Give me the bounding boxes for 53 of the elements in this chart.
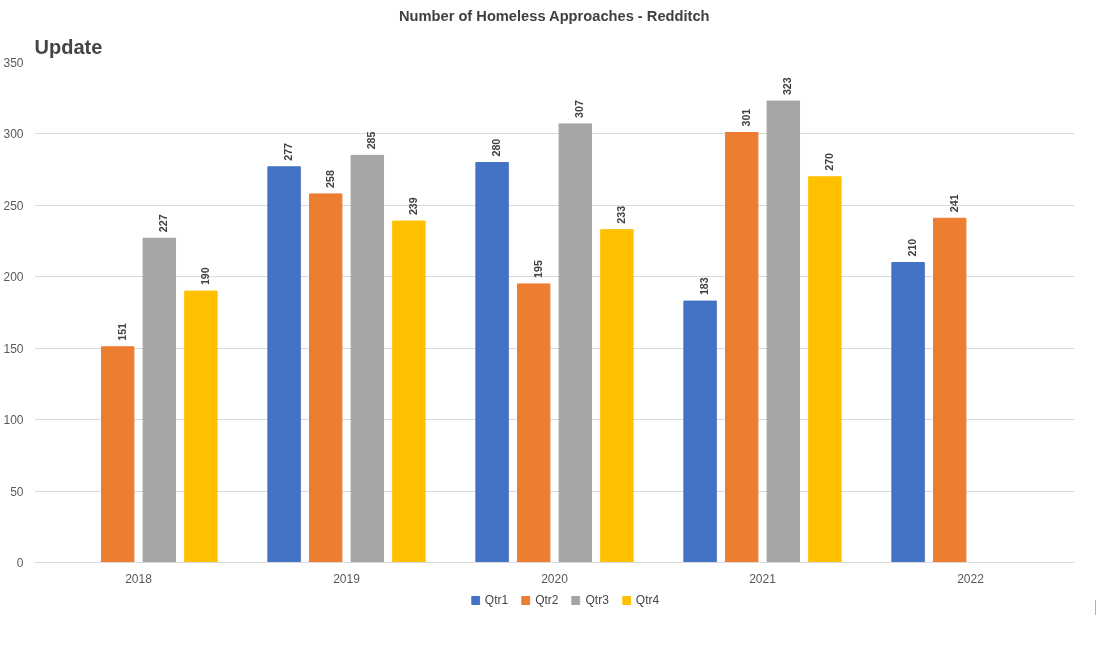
x-tick-label: 2020 (541, 571, 569, 586)
bar (808, 176, 842, 563)
data-label: 301 (739, 108, 752, 127)
legend-label: Qtr3 (585, 593, 609, 607)
text: Update (34, 35, 103, 58)
x-tick-label: 2018 (125, 571, 153, 586)
x-tick-label: 2022 (957, 571, 985, 586)
data-label: 285 (365, 131, 378, 150)
y-tick-label: 50 (10, 484, 24, 499)
data-label: 241 (947, 194, 960, 213)
bar (600, 229, 634, 563)
data-label: 323 (781, 77, 794, 96)
bar (766, 100, 801, 563)
y-tick-label: 150 (3, 341, 24, 356)
bar (308, 193, 343, 563)
data-label: 280 (490, 138, 503, 157)
y-tick-label: 100 (3, 413, 24, 428)
data-label: 239 (406, 197, 419, 216)
data-label: 210 (906, 238, 919, 257)
legend-label: Qtr4 (635, 593, 660, 607)
data-label: 195 (531, 260, 544, 278)
y-tick-label: 0 (16, 556, 24, 570)
legend-label: Qtr2 (535, 593, 559, 607)
data-label: 258 (323, 170, 336, 188)
y-tick-label: 250 (3, 198, 24, 213)
data-label: 227 (157, 214, 170, 233)
bar (350, 154, 385, 563)
bar (558, 123, 593, 563)
bar (392, 220, 426, 563)
data-label: 233 (614, 205, 627, 224)
bar (184, 290, 218, 563)
data-label: 270 (822, 152, 835, 171)
bar (891, 262, 925, 563)
data-label: 190 (198, 267, 211, 286)
y-tick-label: 300 (3, 127, 24, 142)
bar (683, 300, 717, 563)
data-label: 307 (573, 100, 586, 118)
bar (724, 132, 759, 563)
data-label: 151 (115, 322, 128, 341)
bar (142, 237, 177, 563)
bar (932, 217, 967, 563)
bar (516, 283, 551, 563)
chart-title: Number of Homeless Approaches - Redditch (398, 7, 710, 24)
bar (100, 346, 135, 563)
bar (267, 166, 301, 563)
bar (475, 162, 509, 563)
data-label: 277 (282, 142, 295, 161)
y-tick-label: 200 (3, 270, 24, 285)
x-tick-label: 2019 (333, 571, 361, 586)
y-tick-label: 350 (3, 56, 24, 70)
x-tick-label: 2021 (749, 571, 777, 586)
data-label: 183 (698, 277, 711, 296)
legend-label: Qtr1 (484, 593, 509, 607)
